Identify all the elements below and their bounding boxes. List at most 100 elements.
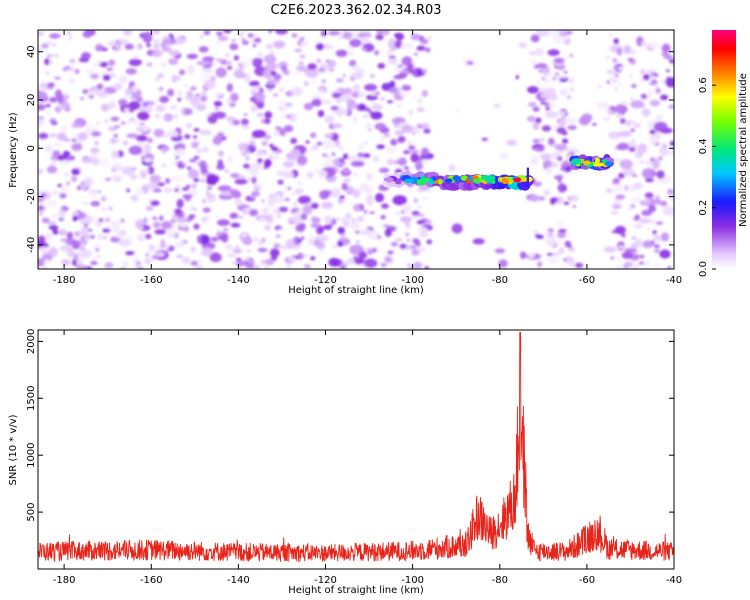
- noise-blob: [341, 216, 348, 223]
- noise-blob: [99, 158, 111, 167]
- noise-blob: [411, 249, 420, 256]
- noise-blob: [555, 239, 564, 246]
- noise-blob: [660, 200, 668, 207]
- noise-blob: [160, 239, 166, 244]
- noise-blob: [96, 233, 105, 241]
- noise-blob: [137, 111, 150, 121]
- noise-blob: [52, 213, 64, 219]
- noise-blob: [263, 54, 277, 64]
- noise-blob: [139, 225, 144, 230]
- noise-blob: [162, 163, 166, 167]
- noise-blob: [133, 45, 140, 50]
- noise-blob: [96, 254, 101, 259]
- noise-blob: [195, 93, 201, 97]
- noise-blob: [558, 178, 562, 183]
- noise-blob: [606, 189, 612, 193]
- noise-blob: [535, 47, 545, 56]
- noise-blob: [387, 258, 392, 262]
- noise-blob: [174, 36, 186, 45]
- noise-blob: [152, 49, 163, 58]
- noise-blob: [201, 67, 215, 74]
- noise-blob: [637, 104, 645, 109]
- noise-blob: [215, 67, 227, 78]
- noise-blob: [38, 91, 48, 101]
- noise-blob: [118, 173, 125, 177]
- noise-blob: [662, 205, 674, 216]
- noise-blob: [518, 42, 528, 49]
- x-tick-label: -120: [314, 575, 337, 586]
- noise-blob: [83, 202, 89, 205]
- noise-blob: [302, 205, 313, 215]
- noise-blob: [168, 49, 180, 57]
- noise-blob: [616, 105, 622, 113]
- noise-blob: [564, 166, 572, 172]
- noise-blob: [118, 75, 128, 84]
- noise-blob: [606, 109, 614, 115]
- noise-blob: [54, 106, 62, 113]
- noise-blob: [352, 189, 361, 198]
- noise-blob: [44, 58, 50, 66]
- noise-blob: [153, 38, 160, 44]
- noise-blob: [177, 90, 183, 97]
- noise-blob: [559, 149, 564, 154]
- noise-blob: [224, 170, 229, 173]
- noise-blob: [122, 166, 135, 176]
- noise-blob: [397, 87, 402, 92]
- noise-blob: [319, 190, 330, 200]
- noise-blob: [660, 94, 669, 101]
- noise-blob: [235, 244, 240, 250]
- noise-blob: [94, 141, 99, 146]
- noise-blob: [337, 217, 340, 220]
- echo-core: [501, 177, 509, 185]
- noise-blob: [363, 35, 369, 40]
- noise-blob: [645, 178, 654, 183]
- noise-blob: [38, 235, 46, 244]
- noise-blob: [300, 39, 309, 48]
- noise-blob: [363, 115, 368, 118]
- noise-blob: [353, 255, 359, 261]
- x-tick-label: -140: [227, 575, 250, 586]
- noise-blob: [193, 223, 200, 230]
- noise-blob: [256, 51, 264, 58]
- noise-blob: [41, 254, 53, 262]
- noise-blob: [192, 135, 198, 139]
- noise-blob: [390, 241, 398, 247]
- noise-blob: [111, 138, 116, 143]
- noise-blob: [646, 90, 654, 98]
- noise-blob: [151, 30, 161, 36]
- noise-blob: [187, 189, 199, 196]
- noise-blob: [261, 141, 268, 146]
- noise-blob: [358, 104, 366, 111]
- noise-blob: [145, 205, 154, 212]
- colorbar-tick-label: 0.0: [698, 261, 709, 277]
- noise-blob: [563, 70, 568, 74]
- noise-blob: [251, 176, 257, 184]
- noise-blob: [161, 61, 166, 68]
- heatmap-x-axis-label: Height of straight line (km): [288, 285, 424, 296]
- noise-blob: [610, 77, 615, 81]
- noise-blob: [310, 132, 317, 139]
- noise-blob: [71, 239, 81, 250]
- noise-blob: [66, 67, 75, 72]
- noise-blob: [533, 148, 538, 151]
- noise-blob: [264, 224, 271, 231]
- noise-blob: [177, 97, 182, 102]
- noise-blob: [353, 83, 360, 93]
- noise-blob: [166, 228, 171, 232]
- noise-blob: [532, 106, 540, 112]
- noise-blob: [112, 50, 117, 54]
- noise-blob: [554, 143, 568, 151]
- noise-blob: [332, 123, 343, 129]
- noise-blob: [300, 236, 305, 240]
- noise-blob: [46, 200, 58, 207]
- noise-blob: [71, 123, 81, 128]
- noise-blob: [61, 259, 71, 266]
- noise-blob: [185, 195, 191, 202]
- noise-blob: [76, 258, 83, 266]
- noise-blob: [381, 203, 389, 209]
- noise-blob: [72, 215, 78, 222]
- noise-blob: [630, 97, 634, 101]
- noise-blob: [240, 118, 249, 126]
- noise-blob: [395, 211, 400, 214]
- noise-blob: [72, 210, 79, 216]
